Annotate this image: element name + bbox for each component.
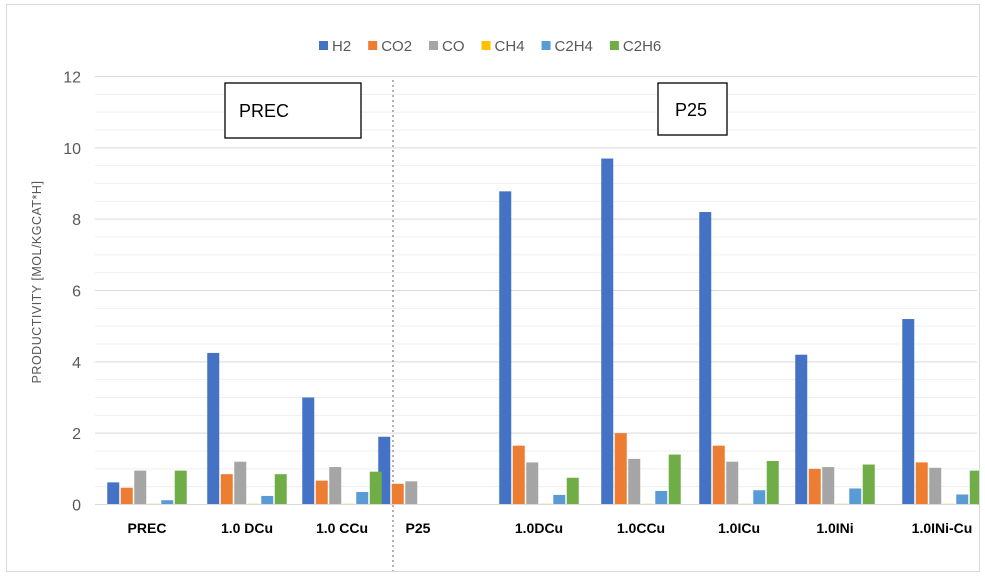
bar-h2-1-0ini [795,354,808,505]
legend-label: C2H6 [623,38,661,55]
bar-h2-1-0ini-cu [902,319,915,505]
bar-c2h6-1-0dcu [566,477,579,505]
bar-co2-1-0-dcu [220,474,233,505]
bar-c2h4-1-0ini [849,488,862,505]
bar-h2-1-0-dcu [207,352,220,505]
bar-co-1-0-ccu [329,467,342,505]
bar-c2h4-1-0-dcu [261,495,274,505]
legend-swatch [609,41,619,50]
annotation-p25-label: P25 [675,100,707,120]
y-tick-label: 12 [63,70,81,87]
annotation-box-p25: P25 [657,82,728,136]
x-tick-label: 1.0CCu [617,520,665,536]
legend: H2 CO2 CO CH4 C2H4 C2H6 [319,38,661,55]
legend-label: H2 [332,38,351,55]
legend-swatch [368,41,378,50]
bar-co-1-0dcu [526,462,539,505]
annotation-box-prec: PREC [224,82,362,139]
bar-co-1-0ini [822,467,835,505]
x-tick-label: PREC [128,520,167,536]
y-tick-label: 4 [72,355,81,372]
bar-co-prec [134,470,147,505]
x-tick-label: 1.0 DCu [221,520,273,536]
bar-c2h6-1-0-dcu [274,474,287,505]
gridlines [95,76,977,488]
y-axis-ticks: 0 2 4 6 8 10 12 [63,70,81,515]
legend-swatch [541,41,551,50]
annotation-prec-label: PREC [239,101,289,121]
bar-co-p25 [405,481,418,505]
bar-co2-p25 [391,483,404,505]
x-tick-label: 1.0 CCu [316,520,368,536]
bar-h2-prec [107,482,120,505]
y-tick-label: 2 [72,426,81,443]
bar-h2-1-0dcu [499,191,512,505]
bar-c2h4-1-0dcu [553,494,566,505]
y-tick-label: 6 [72,284,81,301]
bar-c2h6-1-0ini [862,464,875,505]
x-tick-label: 1.0INi [816,520,853,536]
bar-c2h6-prec [174,470,187,505]
bar-h2-1-0icu [699,212,712,505]
bar-c2h6-1-0ccu [668,454,681,505]
legend-label: CH4 [495,38,525,55]
bar-c2h6-1-0-ccu [369,471,382,505]
bar-co2-1-0ini [808,468,821,505]
bars [107,158,982,505]
bar-co2-prec [120,487,133,505]
legend-label: C2H4 [555,38,593,55]
x-tick-label: 1.0ICu [718,520,760,536]
y-tick-label: 10 [63,141,81,158]
bar-h2-1-0-ccu [302,397,315,505]
bar-h2-1-0ccu [601,158,614,505]
legend-label: CO [442,38,465,55]
chart-frame: 0 2 4 6 8 10 12 PRODUCTIVITY [MOL/KGCAT*H] H2 C… [6,4,982,577]
productivity-bar-chart: 0 2 4 6 8 10 12 PRODUCTIVITY [MOL/KGCAT*H] H2 C… [30,38,982,577]
bar-co2-1-0ccu [614,433,627,505]
x-tick-label: 1.0DCu [515,520,563,536]
x-tick-label: P25 [406,520,431,536]
x-axis-ticks: PREC 1.0 DCu 1.0 CCu P25 1.0DCu 1.0CCu 1.0ICu 1… [128,520,973,536]
bar-c2h4-1-0ini-cu [956,494,969,505]
legend-swatch [429,41,439,50]
bar-co-1-0icu [726,461,739,505]
legend-swatch [319,41,328,50]
bar-co2-1-0-ccu [315,480,328,505]
bar-co2-1-0dcu [512,445,525,505]
bar-co2-1-0ini-cu [915,462,928,505]
bar-c2h4-1-0-ccu [356,492,369,505]
x-tick-label: 1.0INi-Cu [912,520,973,536]
bar-co2-1-0icu [712,445,725,505]
bar-co-1-0ini-cu [929,467,942,505]
bar-c2h6-1-0ini-cu [969,470,982,505]
bar-c2h4-1-0ccu [655,490,668,505]
bar-co-1-0-dcu [234,461,247,505]
bar-co-1-0ccu [628,458,641,505]
bar-c2h6-1-0icu [766,460,779,505]
y-tick-label: 0 [72,498,81,515]
legend-label: CO2 [381,38,412,55]
legend-swatch [481,41,491,50]
bar-c2h4-prec [161,500,174,505]
y-tick-label: 8 [72,212,81,229]
y-axis-label: PRODUCTIVITY [MOL/KGCAT*H] [30,181,44,384]
bar-c2h4-1-0icu [753,490,766,505]
